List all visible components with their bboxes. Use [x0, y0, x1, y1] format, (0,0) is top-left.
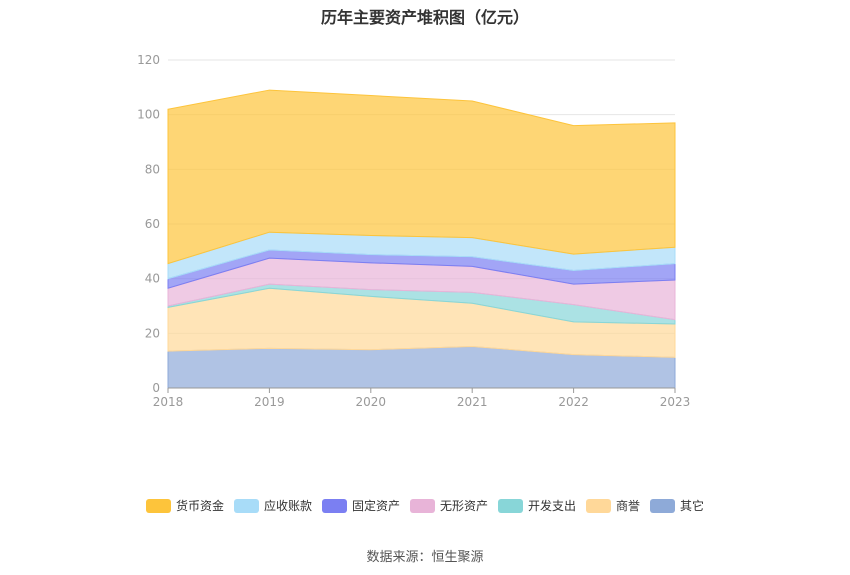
y-tick-label: 20: [145, 326, 160, 340]
chart-title: 历年主要资产堆积图（亿元）: [320, 8, 529, 27]
x-tick-label: 2018: [153, 395, 184, 409]
legend-label: 货币资金: [175, 499, 224, 513]
legend-swatch: [145, 498, 171, 513]
x-tick-label: 2019: [254, 395, 285, 409]
legend-label: 应收账款: [263, 499, 312, 513]
legend-item-开发支出[interactable]: 开发支出: [498, 497, 576, 514]
legend-swatch: [498, 498, 523, 513]
legend-swatch: [321, 498, 347, 513]
legend-item-商誉[interactable]: 商誉: [586, 497, 640, 514]
legend-item-固定资产[interactable]: 固定资产: [321, 497, 400, 514]
legend-item-货币资金[interactable]: 货币资金: [145, 497, 224, 514]
legend: 货币资金 应收账款 固定资产 无形资产 开发支出 商誉 其它: [0, 497, 850, 514]
x-tick-label: 2021: [457, 395, 488, 409]
y-tick-label: 80: [145, 162, 160, 176]
stacked-area-chart: 0 20 40 60 80 100 120 2018 2019 2020 2021 2022 2023: [137, 53, 690, 409]
area-series-layer: [167, 89, 676, 389]
x-tick-label: 2022: [558, 395, 589, 409]
axes: 0 20 40 60 80 100 120 2018 2019 2020 2021 2022 2023: [137, 53, 690, 409]
legend-label: 固定资产: [351, 499, 400, 513]
area-series-货币资金[interactable]: [167, 89, 676, 265]
legend-swatch: [409, 498, 435, 513]
y-tick-label: 120: [137, 53, 160, 67]
legend-label: 无形资产: [439, 499, 488, 513]
x-tick-label: 2023: [660, 395, 691, 409]
y-tick-label: 0: [152, 381, 160, 395]
x-tick-label: 2020: [356, 395, 387, 409]
y-tick-label: 100: [137, 108, 160, 122]
y-tick-label: 60: [145, 217, 160, 231]
legend-swatch: [650, 498, 676, 513]
legend-item-无形资产[interactable]: 无形资产: [409, 497, 488, 514]
legend-swatch: [233, 498, 259, 513]
legend-swatch: [586, 498, 612, 513]
legend-item-应收账款[interactable]: 应收账款: [233, 497, 312, 514]
legend-label: 商誉: [616, 499, 641, 513]
legend-label: 开发支出: [528, 499, 577, 513]
legend-item-其它[interactable]: 其它: [650, 497, 704, 514]
data-source: 数据来源：恒生聚源: [366, 550, 484, 565]
y-tick-label: 40: [145, 272, 160, 286]
legend-label: 其它: [680, 499, 705, 513]
